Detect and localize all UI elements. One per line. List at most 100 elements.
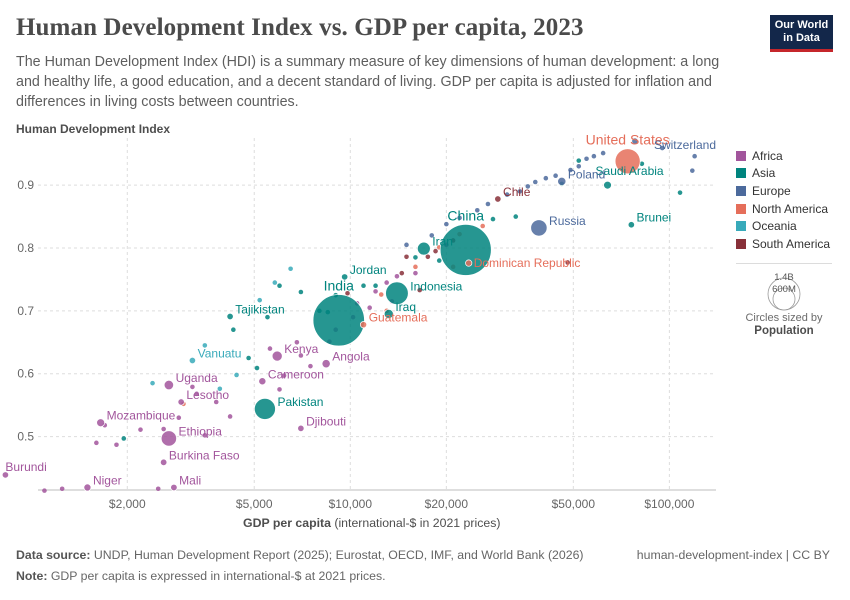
data-point — [568, 167, 573, 173]
data-point — [298, 289, 304, 295]
data-point-labeled — [494, 195, 502, 203]
data-point — [532, 179, 538, 185]
point-label: Cameroon — [268, 367, 324, 381]
point-label: Iraq — [395, 300, 416, 314]
legend-item-south-america[interactable]: South America — [736, 235, 830, 253]
x-tick-label: $10,000 — [329, 497, 373, 511]
data-point — [584, 156, 589, 162]
data-point — [576, 158, 582, 163]
data-point — [399, 270, 405, 276]
data-point — [234, 372, 239, 378]
legend-swatch — [736, 203, 746, 214]
data-point — [345, 290, 350, 296]
data-point — [591, 153, 597, 159]
legend: Africa Asia Europe North America Oceania… — [736, 147, 830, 253]
chart-subtitle: The Human Development Index (HDI) is a s… — [16, 54, 720, 110]
data-point — [202, 343, 208, 348]
point-label: Saudi Arabia — [596, 164, 664, 178]
data-point — [436, 258, 442, 263]
data-point — [373, 289, 378, 294]
legend-item-africa[interactable]: Africa — [736, 147, 830, 165]
data-point — [659, 145, 665, 151]
y-tick-label: 0.5 — [17, 430, 34, 444]
data-point-labeled — [177, 398, 185, 406]
data-point-labeled — [170, 483, 178, 492]
data-point-labeled — [83, 483, 92, 492]
data-point — [308, 363, 313, 369]
data-point-labeled — [321, 359, 331, 369]
data-point-labeled — [226, 312, 234, 321]
data-point — [190, 384, 195, 390]
point-label: Indonesia — [410, 279, 462, 293]
data-point — [121, 436, 127, 441]
note-text: GDP per capita is expressed in internati… — [50, 569, 386, 583]
data-point-labeled — [163, 379, 174, 391]
size-legend-large: 1.4B — [774, 272, 794, 283]
data-point — [425, 254, 431, 260]
data-point-labeled — [271, 350, 283, 362]
data-point — [384, 280, 389, 285]
legend-item-europe[interactable]: Europe — [736, 182, 830, 200]
data-point-labeled — [1, 471, 9, 479]
legend-item-oceania[interactable]: Oceania — [736, 217, 830, 235]
data-point — [600, 150, 606, 156]
size-legend-small: 600M — [772, 284, 796, 295]
legend-label: Asia — [752, 166, 776, 181]
data-point — [513, 214, 519, 219]
data-point — [254, 365, 260, 371]
point-label: Kenya — [284, 342, 318, 356]
data-point — [114, 442, 119, 448]
logo-line-2: in Data — [783, 32, 820, 44]
data-point — [553, 173, 558, 179]
y-tick-label: 0.9 — [17, 178, 34, 192]
point-label: Angola — [332, 350, 370, 364]
data-point — [692, 153, 697, 159]
chart-note: Note: GDP per capita is expressed in int… — [16, 569, 386, 583]
data-point — [281, 373, 287, 378]
data-point-labeled — [254, 398, 276, 420]
data-point-labeled — [312, 294, 365, 347]
owid-logo[interactable]: Our World in Data — [770, 15, 833, 52]
data-point — [367, 305, 372, 311]
data-point — [417, 287, 422, 293]
data-point — [42, 488, 47, 493]
data-point — [272, 280, 278, 285]
data-point — [373, 283, 378, 289]
data-point-labeled — [439, 224, 492, 276]
data-point — [257, 297, 262, 303]
legend-label: Europe — [752, 183, 791, 198]
x-tick-label: $5,000 — [236, 497, 273, 511]
x-axis-label-units: (international-$ in 2021 prices) — [334, 516, 501, 530]
x-tick-label: $20,000 — [425, 497, 469, 511]
data-point-labeled — [96, 418, 105, 428]
point-label: Chile — [503, 185, 531, 199]
chart-title: Human Development Index vs. GDP per capi… — [16, 14, 584, 41]
data-point — [639, 161, 645, 167]
data-source-label: Data source: — [16, 548, 91, 562]
chart-license[interactable]: human-development-index | CC BY — [636, 548, 830, 562]
point-label: Vanuatu — [198, 347, 242, 361]
data-source-text[interactable]: UNDP, Human Development Report (2025); E… — [93, 548, 584, 562]
data-point — [265, 314, 270, 320]
note-label: Note: — [16, 569, 48, 583]
data-point — [277, 283, 282, 289]
data-point — [277, 387, 282, 392]
point-layer — [1, 137, 697, 493]
tick-layer: 0.5 0.6 0.7 0.8 0.9 $2,000 $5,000 $10,000 $20,00… — [17, 178, 694, 511]
data-point — [543, 175, 549, 181]
x-tick-label: $100,000 — [644, 497, 694, 511]
point-label: Mali — [179, 473, 201, 487]
legend-label: North America — [752, 201, 829, 216]
data-point — [413, 270, 418, 276]
x-axis-label-bold: GDP per capita — [243, 516, 331, 530]
point-label: Ethiopia — [179, 424, 223, 438]
data-point-labeled — [603, 180, 612, 190]
point-label: Russia — [549, 214, 586, 228]
legend-swatch — [736, 185, 746, 196]
data-point — [457, 215, 462, 221]
legend-item-north-america[interactable]: North America — [736, 200, 830, 218]
point-label: Jordan — [350, 263, 387, 277]
legend-item-asia[interactable]: Asia — [736, 165, 830, 183]
data-point — [517, 189, 523, 194]
